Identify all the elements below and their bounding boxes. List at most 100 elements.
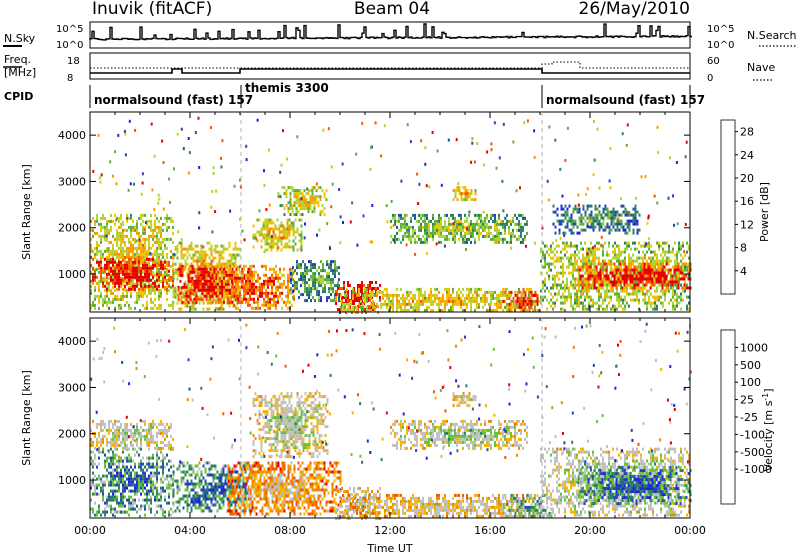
echo-cell	[218, 253, 221, 257]
echo-cell	[292, 278, 294, 282]
echo-cell	[156, 261, 158, 265]
echo-cell	[480, 213, 482, 217]
echo-cell	[162, 228, 164, 232]
echo-cell	[576, 247, 578, 251]
echo-cell	[295, 192, 298, 196]
echo-cell	[392, 305, 394, 309]
echo-cell	[241, 282, 243, 286]
echo-cell	[260, 227, 263, 231]
echo-cell	[662, 250, 664, 254]
echo-cell	[130, 228, 132, 232]
echo-cell	[592, 277, 594, 281]
echo-cell	[316, 287, 318, 291]
echo-cell	[653, 271, 656, 275]
echo-cell	[422, 219, 424, 223]
echo-cell	[114, 284, 116, 288]
echo-cell	[271, 279, 273, 283]
echo-cell	[150, 278, 152, 282]
echo-cell	[280, 239, 283, 243]
echo-cell	[622, 301, 624, 305]
echo-cell	[646, 307, 648, 311]
echo-cell	[124, 272, 126, 276]
echo-cell	[438, 216, 440, 220]
echo-cell	[414, 228, 416, 232]
echo-cell	[588, 204, 591, 208]
echo-cell	[183, 282, 186, 286]
echo-cell	[124, 269, 126, 273]
echo-cell	[136, 269, 138, 273]
echo-cell	[190, 241, 193, 245]
echo-cell	[498, 213, 500, 217]
echo-cell	[498, 228, 500, 232]
echo-cell	[284, 236, 287, 240]
echo-cell	[308, 260, 310, 264]
echo-cell	[636, 256, 638, 260]
echo-cell	[172, 306, 174, 310]
echo-cell	[646, 262, 648, 266]
echo-cell	[592, 280, 594, 284]
echo-cell	[201, 285, 204, 289]
echo-cell	[558, 289, 560, 293]
echo-cell	[400, 305, 402, 309]
echo-cell	[554, 259, 556, 263]
echo-cell	[478, 293, 480, 297]
echo-cell	[544, 262, 546, 266]
echo-cell	[593, 274, 596, 278]
echo-cell	[158, 240, 160, 244]
echo-cell	[506, 302, 508, 306]
echo-cell	[142, 285, 144, 289]
echo-cell	[194, 307, 197, 311]
echo-cell	[140, 281, 142, 285]
echo-cell	[602, 268, 604, 272]
echo-cell	[227, 300, 229, 304]
echo-cell	[482, 234, 484, 238]
nsearch-tick-bottom: 10^0	[707, 40, 734, 51]
echo-cell	[299, 207, 302, 211]
echo-cell	[148, 219, 150, 223]
echo-cell	[552, 286, 554, 290]
echo-cell	[490, 302, 492, 306]
echo-cell	[480, 231, 482, 235]
echo-cell	[604, 292, 606, 296]
echo-cell	[438, 213, 440, 217]
echo-cell	[578, 277, 580, 281]
echo-cell	[632, 292, 634, 296]
echo-cell	[312, 287, 314, 291]
echo-cell	[636, 271, 638, 275]
echo-cell	[183, 267, 186, 271]
echo-cell	[286, 236, 289, 240]
echo-cell	[544, 259, 546, 263]
cpid-segment-1: normalsound (fast) 157	[94, 93, 253, 107]
echo-cell	[592, 225, 595, 229]
echo-cell	[641, 271, 644, 275]
echo-cell	[264, 227, 267, 231]
echo-cell	[142, 278, 144, 282]
echo-cell	[144, 284, 146, 288]
echo-cell	[643, 262, 646, 266]
echo-cell	[498, 293, 500, 297]
echo-cell	[279, 195, 282, 199]
echo-cell	[215, 282, 217, 286]
echo-cell	[297, 198, 300, 202]
echo-cell	[120, 240, 122, 244]
echo-cell	[472, 225, 474, 229]
echo-cell	[550, 286, 552, 290]
echo-cell	[152, 237, 154, 241]
echo-cell	[312, 278, 314, 282]
echo-cell	[609, 280, 612, 284]
echo-cell	[614, 265, 616, 269]
echo-cell	[498, 237, 500, 241]
echo-cell	[228, 259, 231, 263]
echo-cell	[592, 216, 595, 220]
echo-cell	[570, 304, 572, 308]
echo-cell	[586, 280, 588, 284]
echo-cell	[564, 244, 566, 248]
echo-cell	[98, 222, 100, 226]
echo-cell	[659, 274, 662, 278]
echo-cell	[307, 189, 310, 193]
echo-cell	[536, 302, 539, 306]
echo-cell	[257, 273, 259, 277]
echo-cell	[514, 293, 517, 297]
echo-cell	[275, 273, 277, 277]
echo-cell	[146, 275, 148, 279]
